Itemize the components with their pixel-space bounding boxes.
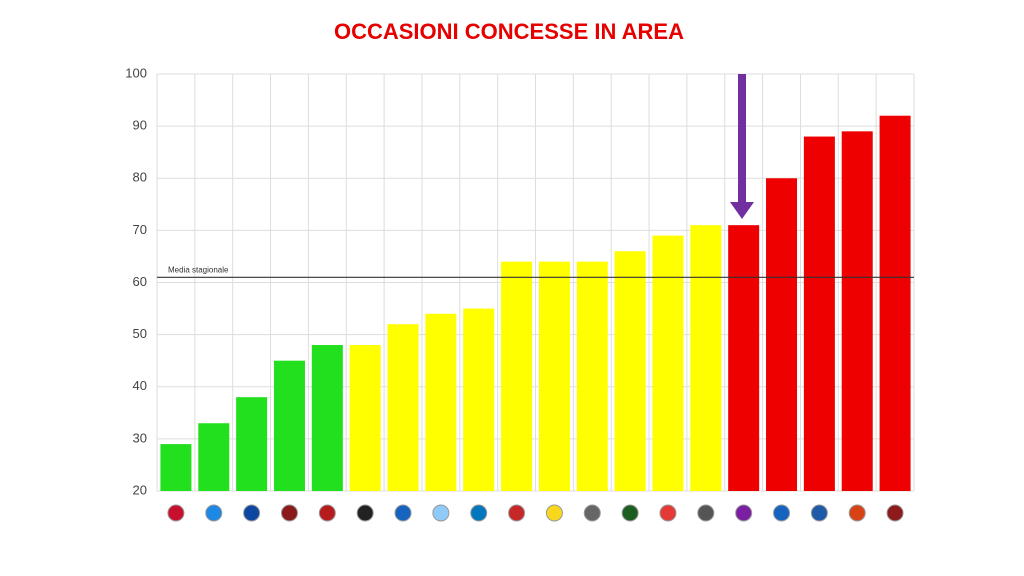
bar bbox=[425, 313, 457, 491]
bar bbox=[236, 397, 268, 491]
chart-title: OCCASIONI CONCESSE IN AREA bbox=[334, 19, 684, 44]
bar bbox=[160, 444, 192, 491]
plot-area: 20 30 40 50 60 70 80 90 100 Media stagionale bbox=[125, 65, 915, 522]
team-logo bbox=[735, 504, 753, 522]
team-logo bbox=[773, 504, 791, 522]
team-logo bbox=[583, 504, 601, 522]
y-tick-label: 90 bbox=[133, 118, 147, 133]
team-logo bbox=[810, 504, 828, 522]
y-tick-label: 100 bbox=[125, 65, 147, 80]
y-tick-label: 30 bbox=[133, 430, 147, 445]
y-tick-label: 20 bbox=[133, 482, 147, 497]
team-logo bbox=[697, 504, 715, 522]
bar bbox=[766, 178, 798, 491]
y-tick-label: 80 bbox=[133, 170, 147, 185]
bar bbox=[803, 136, 835, 492]
team-logo bbox=[243, 504, 261, 522]
bar bbox=[349, 345, 381, 491]
team-logo bbox=[167, 504, 185, 522]
bar bbox=[501, 261, 533, 491]
team-logo bbox=[432, 504, 450, 522]
reference-label: Media stagionale bbox=[168, 265, 229, 274]
team-logo bbox=[621, 504, 639, 522]
team-logo bbox=[508, 504, 526, 522]
team-logo bbox=[318, 504, 336, 522]
bar bbox=[652, 235, 684, 491]
team-logo bbox=[470, 504, 488, 522]
team-logo bbox=[205, 504, 223, 522]
team-logo bbox=[394, 504, 412, 522]
bar bbox=[311, 345, 343, 491]
y-tick-label: 70 bbox=[133, 222, 147, 237]
bar bbox=[879, 115, 911, 491]
bar bbox=[387, 324, 419, 491]
bar bbox=[690, 225, 722, 491]
arrow bbox=[730, 74, 754, 219]
bar bbox=[576, 261, 608, 491]
y-tick-label: 60 bbox=[133, 274, 147, 289]
y-tick-label: 40 bbox=[133, 378, 147, 393]
bar bbox=[614, 251, 646, 491]
bar bbox=[198, 423, 230, 491]
bar bbox=[273, 360, 305, 491]
y-tick-label: 50 bbox=[133, 326, 147, 341]
team-logo bbox=[848, 504, 866, 522]
team-logo bbox=[545, 504, 563, 522]
bar bbox=[538, 261, 570, 491]
team-logo bbox=[886, 504, 904, 522]
team-logo bbox=[659, 504, 677, 522]
bar bbox=[728, 225, 760, 491]
bar bbox=[463, 308, 495, 491]
team-logo bbox=[356, 504, 374, 522]
arrow-head bbox=[730, 202, 754, 219]
team-logo bbox=[280, 504, 298, 522]
bar bbox=[841, 131, 873, 491]
